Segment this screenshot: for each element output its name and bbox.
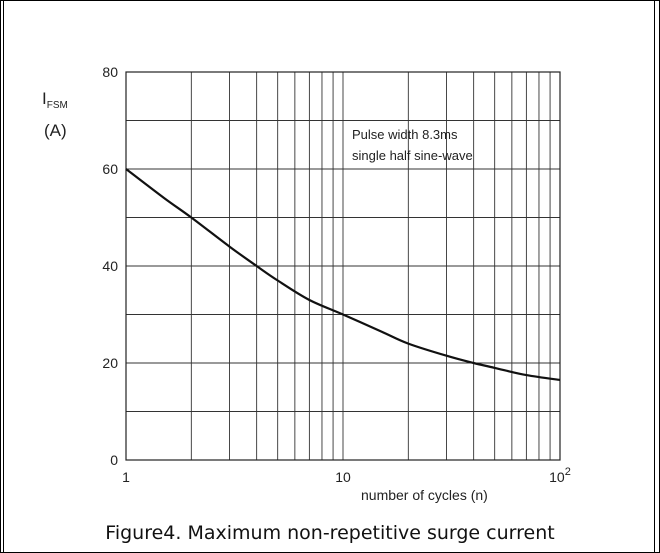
y-tick-label: 60 — [102, 161, 118, 177]
plot-area-border — [125, 71, 561, 461]
x-tick-label: 102 — [549, 466, 571, 485]
frame-left-line — [3, 0, 4, 553]
annotation-line-1: Pulse width 8.3ms — [352, 127, 458, 142]
surge-current-chart: 0 20 40 60 80 1 10 102 IFSM (A) number of cycl… — [42, 64, 571, 503]
x-tick-exponent: 2 — [565, 466, 571, 478]
chart-grid — [126, 72, 560, 460]
y-axis-label: IFSM — [42, 89, 68, 111]
y-tick-label: 20 — [102, 355, 118, 371]
annotation-line-2: single half sine-wave — [352, 148, 473, 163]
y-tick-label: 40 — [102, 258, 118, 274]
y-axis-unit: (A) — [44, 121, 67, 140]
x-axis-label: number of cycles (n) — [361, 487, 488, 503]
frame-right-line — [654, 0, 655, 553]
y-axis-label-subscript: FSM — [47, 100, 68, 111]
x-tick-label: 1 — [122, 469, 130, 485]
y-axis-label-main: I — [42, 89, 47, 108]
y-tick-labels: 0 20 40 60 80 — [102, 64, 118, 468]
x-tick-label: 10 — [335, 469, 351, 485]
x-tick-labels: 1 10 102 — [122, 466, 571, 485]
surge-current-curve — [125, 168, 561, 382]
y-tick-label: 0 — [110, 452, 118, 468]
y-tick-label: 80 — [102, 64, 118, 80]
figure-caption: Figure4. Maximum non-repetitive surge cu… — [105, 522, 555, 544]
